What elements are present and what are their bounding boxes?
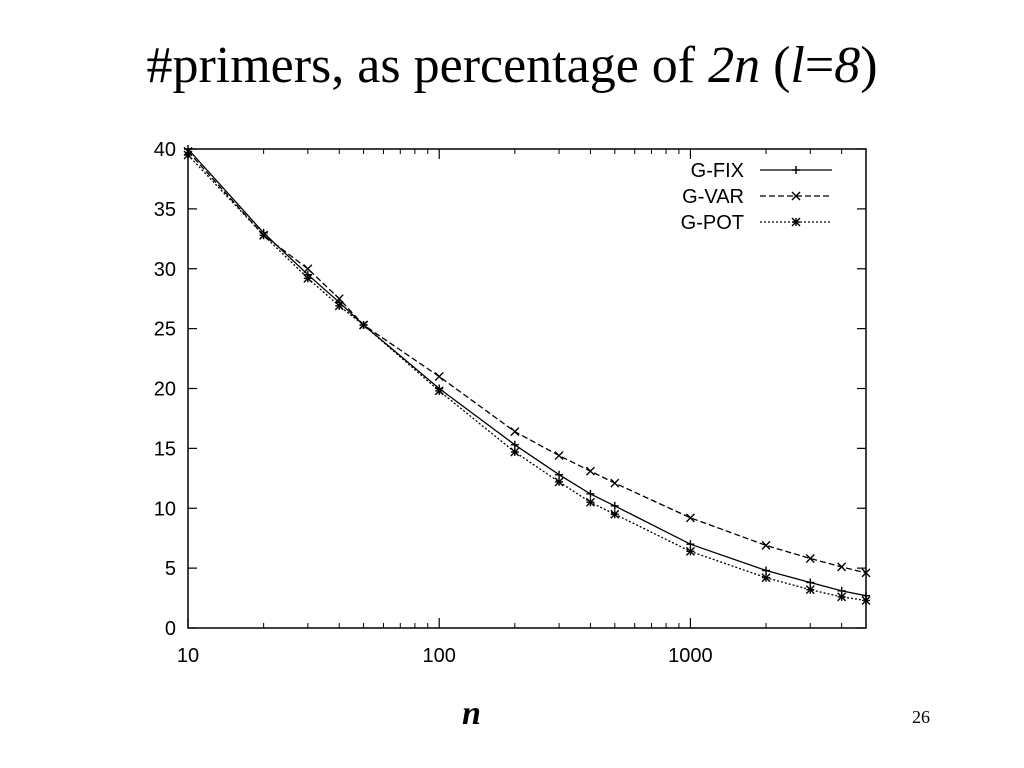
- data-point-g-var: [434, 372, 444, 382]
- data-point-g-var: [554, 451, 564, 461]
- data-point-g-var: [303, 264, 313, 274]
- data-point-g-fix: [806, 578, 815, 587]
- data-point-g-fix: [610, 501, 619, 510]
- title-italic-8: 8: [834, 37, 861, 94]
- series-g-var: [183, 146, 871, 578]
- title-italic-l: l: [790, 37, 805, 94]
- page-number: 26: [912, 707, 930, 727]
- legend-label-g-var: G-VAR: [682, 186, 744, 208]
- y-tick-label: 25: [154, 319, 176, 341]
- data-point-g-pot: [303, 273, 313, 283]
- y-tick-label: 30: [154, 259, 176, 281]
- legend-marker-g-var: [791, 191, 801, 201]
- data-point-g-pot: [434, 386, 444, 396]
- series-g-fix: [184, 145, 870, 600]
- title-italic-2n: 2n: [708, 37, 761, 94]
- y-tick-label: 10: [154, 498, 176, 520]
- x-tick-label: 100: [423, 645, 456, 667]
- data-point-g-pot: [837, 592, 847, 602]
- data-point-g-fix: [555, 470, 564, 479]
- data-point-g-pot: [510, 447, 520, 457]
- title-paren-close: ): [860, 37, 878, 94]
- y-tick-label: 40: [154, 139, 176, 161]
- data-point-g-var: [837, 562, 847, 572]
- data-point-g-var: [510, 427, 520, 437]
- data-point-g-var: [685, 513, 695, 523]
- y-tick-label: 5: [165, 558, 176, 580]
- data-point-g-pot: [685, 546, 695, 556]
- data-point-g-pot: [183, 150, 193, 160]
- title-paren-open: (: [760, 37, 791, 94]
- legend-label-g-pot: G-POT: [681, 212, 744, 234]
- x-tick-label: 10: [177, 645, 199, 667]
- data-point-g-fix: [762, 566, 771, 575]
- plot-frame: [187, 148, 867, 629]
- data-point-g-pot: [259, 230, 269, 240]
- data-point-g-pot: [554, 477, 564, 487]
- series-group: [183, 145, 871, 605]
- series-line-g-var: [187, 150, 867, 574]
- data-point-g-var: [805, 554, 815, 564]
- data-point-g-pot: [805, 585, 815, 595]
- legend: G-FIX G-VAR G-POT: [681, 160, 832, 234]
- data-point-g-var: [761, 540, 771, 550]
- title-equals: =: [804, 37, 835, 94]
- legend-marker-g-pot: [791, 217, 801, 227]
- data-point-g-pot: [334, 301, 344, 311]
- legend-label-g-fix: G-FIX: [691, 160, 744, 182]
- series-line-g-fix: [187, 148, 867, 597]
- data-point-g-var: [610, 478, 620, 488]
- series-line-g-pot: [187, 154, 867, 602]
- data-point-g-fix: [686, 540, 695, 549]
- y-tick-label: 0: [165, 618, 176, 640]
- title-text: #primers, as percentage of: [146, 37, 709, 94]
- slide-title: #primers, as percentage of 2n (l=8): [0, 34, 1024, 98]
- data-point-g-pot: [861, 595, 871, 605]
- data-point-g-fix: [510, 440, 519, 449]
- x-tick-label: 1000: [668, 645, 713, 667]
- y-tick-label: 20: [154, 379, 176, 401]
- x-axis-title: n: [462, 695, 481, 732]
- data-point-g-var: [334, 294, 344, 304]
- data-point-g-pot: [761, 573, 771, 583]
- y-tick-label: 15: [154, 438, 176, 460]
- y-tick-label: 35: [154, 199, 176, 221]
- series-g-pot: [183, 150, 871, 605]
- data-point-g-fix: [586, 489, 595, 498]
- axes: 0 5 10 15 20 25 30 35 40 10 100 1000: [154, 139, 867, 667]
- data-point-g-pot: [610, 509, 620, 519]
- data-point-g-pot: [359, 320, 369, 330]
- data-point-g-pot: [585, 497, 595, 507]
- legend-marker-g-fix: [792, 166, 800, 174]
- data-point-g-var: [585, 466, 595, 476]
- data-point-g-var: [861, 568, 871, 578]
